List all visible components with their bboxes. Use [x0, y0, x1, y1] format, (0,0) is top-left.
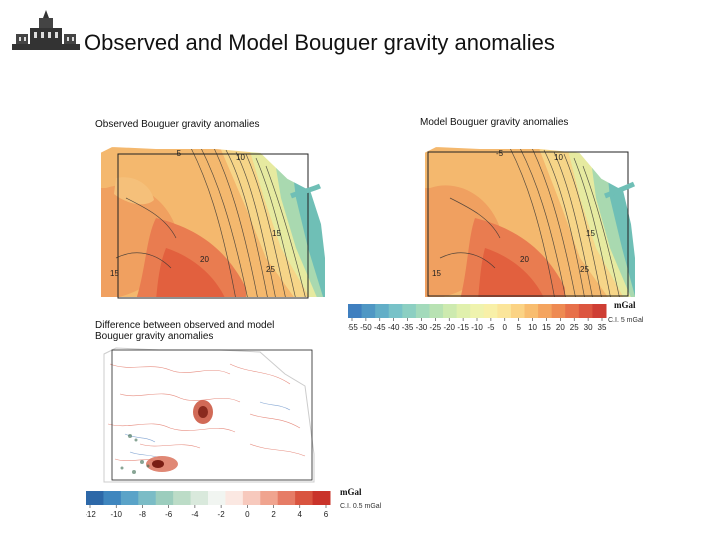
colorbar-swatch — [443, 304, 458, 318]
colorbar-tick-label: -10 — [110, 510, 122, 519]
colorbar-tick-label: 0 — [245, 510, 250, 519]
colorbar-tick-label: 5 — [516, 323, 521, 332]
colorbar-tick-label: 10 — [528, 323, 537, 332]
colorbar-tick-label: 4 — [298, 510, 303, 519]
colorbar-swatch — [402, 304, 417, 318]
colorbar-swatch — [565, 304, 580, 318]
difference-anomaly-map — [103, 347, 315, 483]
colorbar-top-ci: C.I. 5 mGal — [608, 317, 644, 324]
colorbar-swatch — [295, 491, 314, 505]
colorbar-swatch — [578, 304, 593, 318]
colorbar-swatch — [225, 491, 244, 505]
colorbar-swatch — [429, 304, 444, 318]
colorbar-swatch — [388, 304, 403, 318]
colorbar-swatch — [173, 491, 192, 505]
colorbar-swatch — [551, 304, 566, 318]
colorbar-tick-label: 25 — [570, 323, 579, 332]
colorbar-tick-label: -15 — [457, 323, 469, 332]
colorbar-tick-label: -50 — [360, 323, 372, 332]
colorbar-swatch — [190, 491, 209, 505]
colorbar-tick-label: -2 — [218, 510, 226, 519]
colorbar-swatch — [470, 304, 485, 318]
slide-title: Observed and Model Bouguer gravity anoma… — [84, 30, 555, 55]
colorbar-tick-label: -55 — [348, 323, 358, 332]
colorbar-swatch — [103, 491, 122, 505]
university-building-icon — [12, 10, 80, 50]
contour-label: -5 — [174, 149, 182, 158]
colorbar-tick-label: 2 — [271, 510, 276, 519]
colorbar-swatch — [277, 491, 296, 505]
colorbar-tick-label: 15 — [542, 323, 551, 332]
model-panel-label: Model Bouguer gravity anomalies — [420, 117, 569, 128]
colorbar-swatch — [415, 304, 430, 318]
contour-label: 25 — [580, 265, 589, 274]
contour-label: 15 — [110, 269, 119, 278]
contour-label: 20 — [200, 255, 209, 264]
colorbar-swatch — [120, 491, 139, 505]
colorbar-tick-label: 6 — [324, 510, 329, 519]
colorbar-bottom-ci: C.I. 0.5 mGal — [340, 503, 382, 510]
colorbar-swatch — [510, 304, 526, 318]
contour-label: -5 — [496, 149, 504, 158]
observed-model-colorbar: -55-50-45-40-35-30-25-20-15-10-505101520… — [348, 304, 607, 332]
colorbar-swatch — [208, 491, 226, 505]
colorbar-tick-label: -30 — [416, 323, 428, 332]
colorbar-swatch — [242, 491, 261, 505]
colorbar-tick-label: 20 — [556, 323, 565, 332]
colorbar-tick-label: 30 — [584, 323, 593, 332]
observed-anomaly-map: -5 10 15 15 20 25 — [99, 144, 327, 299]
colorbar-tick-label: -5 — [487, 323, 495, 332]
colorbar-bottom-unit: mGal — [340, 487, 362, 497]
colorbar-swatch — [155, 491, 174, 505]
colorbar-swatch — [483, 304, 498, 318]
colorbar-swatch — [497, 304, 512, 318]
difference-colorbar: -12 -10 -8 -6 -4 -2 0 2 4 6 — [86, 491, 331, 519]
colorbar-tick-label: -45 — [374, 323, 386, 332]
contour-label: 10 — [554, 153, 563, 162]
contour-label: 25 — [266, 265, 275, 274]
model-anomaly-map: -5 10 15 15 20 25 — [423, 144, 637, 299]
observed-panel-label: Observed Bouguer gravity anomalies — [95, 119, 260, 130]
colorbar-swatch — [138, 491, 157, 505]
colorbar-tick-label: -10 — [471, 323, 483, 332]
colorbar-tick-label: -20 — [443, 323, 455, 332]
difference-panel-label-line2: Bouguer gravity anomalies — [95, 331, 214, 342]
colorbar-tick-label: -12 — [86, 510, 96, 519]
difference-panel-label-line1: Difference between observed and model — [95, 320, 275, 331]
colorbar-swatch — [456, 304, 471, 318]
colorbar-swatch — [312, 491, 331, 505]
colorbar-tick-label: -35 — [402, 323, 414, 332]
colorbar-tick-label: 35 — [598, 323, 607, 332]
contour-label: 15 — [272, 229, 281, 238]
colorbar-swatch — [538, 304, 553, 318]
colorbar-swatch — [592, 304, 607, 318]
contour-label: 15 — [432, 269, 441, 278]
colorbar-tick-label: -4 — [191, 510, 199, 519]
contour-label: 15 — [586, 229, 595, 238]
colorbar-swatch — [260, 491, 279, 505]
colorbar-tick-label: 0 — [503, 323, 508, 332]
colorbar-swatch — [348, 304, 363, 318]
colorbar-tick-label: -8 — [139, 510, 147, 519]
colorbar-swatch — [361, 304, 376, 318]
colorbar-swatch — [86, 491, 104, 505]
university-logo — [12, 10, 80, 52]
colorbar-top-unit: mGal — [614, 300, 636, 310]
colorbar-tick-label: -6 — [165, 510, 173, 519]
colorbar-tick-label: -25 — [430, 323, 442, 332]
contour-label: 10 — [236, 153, 245, 162]
colorbar-tick-label: -40 — [388, 323, 400, 332]
colorbar-swatch — [375, 304, 390, 318]
colorbar-swatch — [524, 304, 539, 318]
contour-label: 20 — [520, 255, 529, 264]
